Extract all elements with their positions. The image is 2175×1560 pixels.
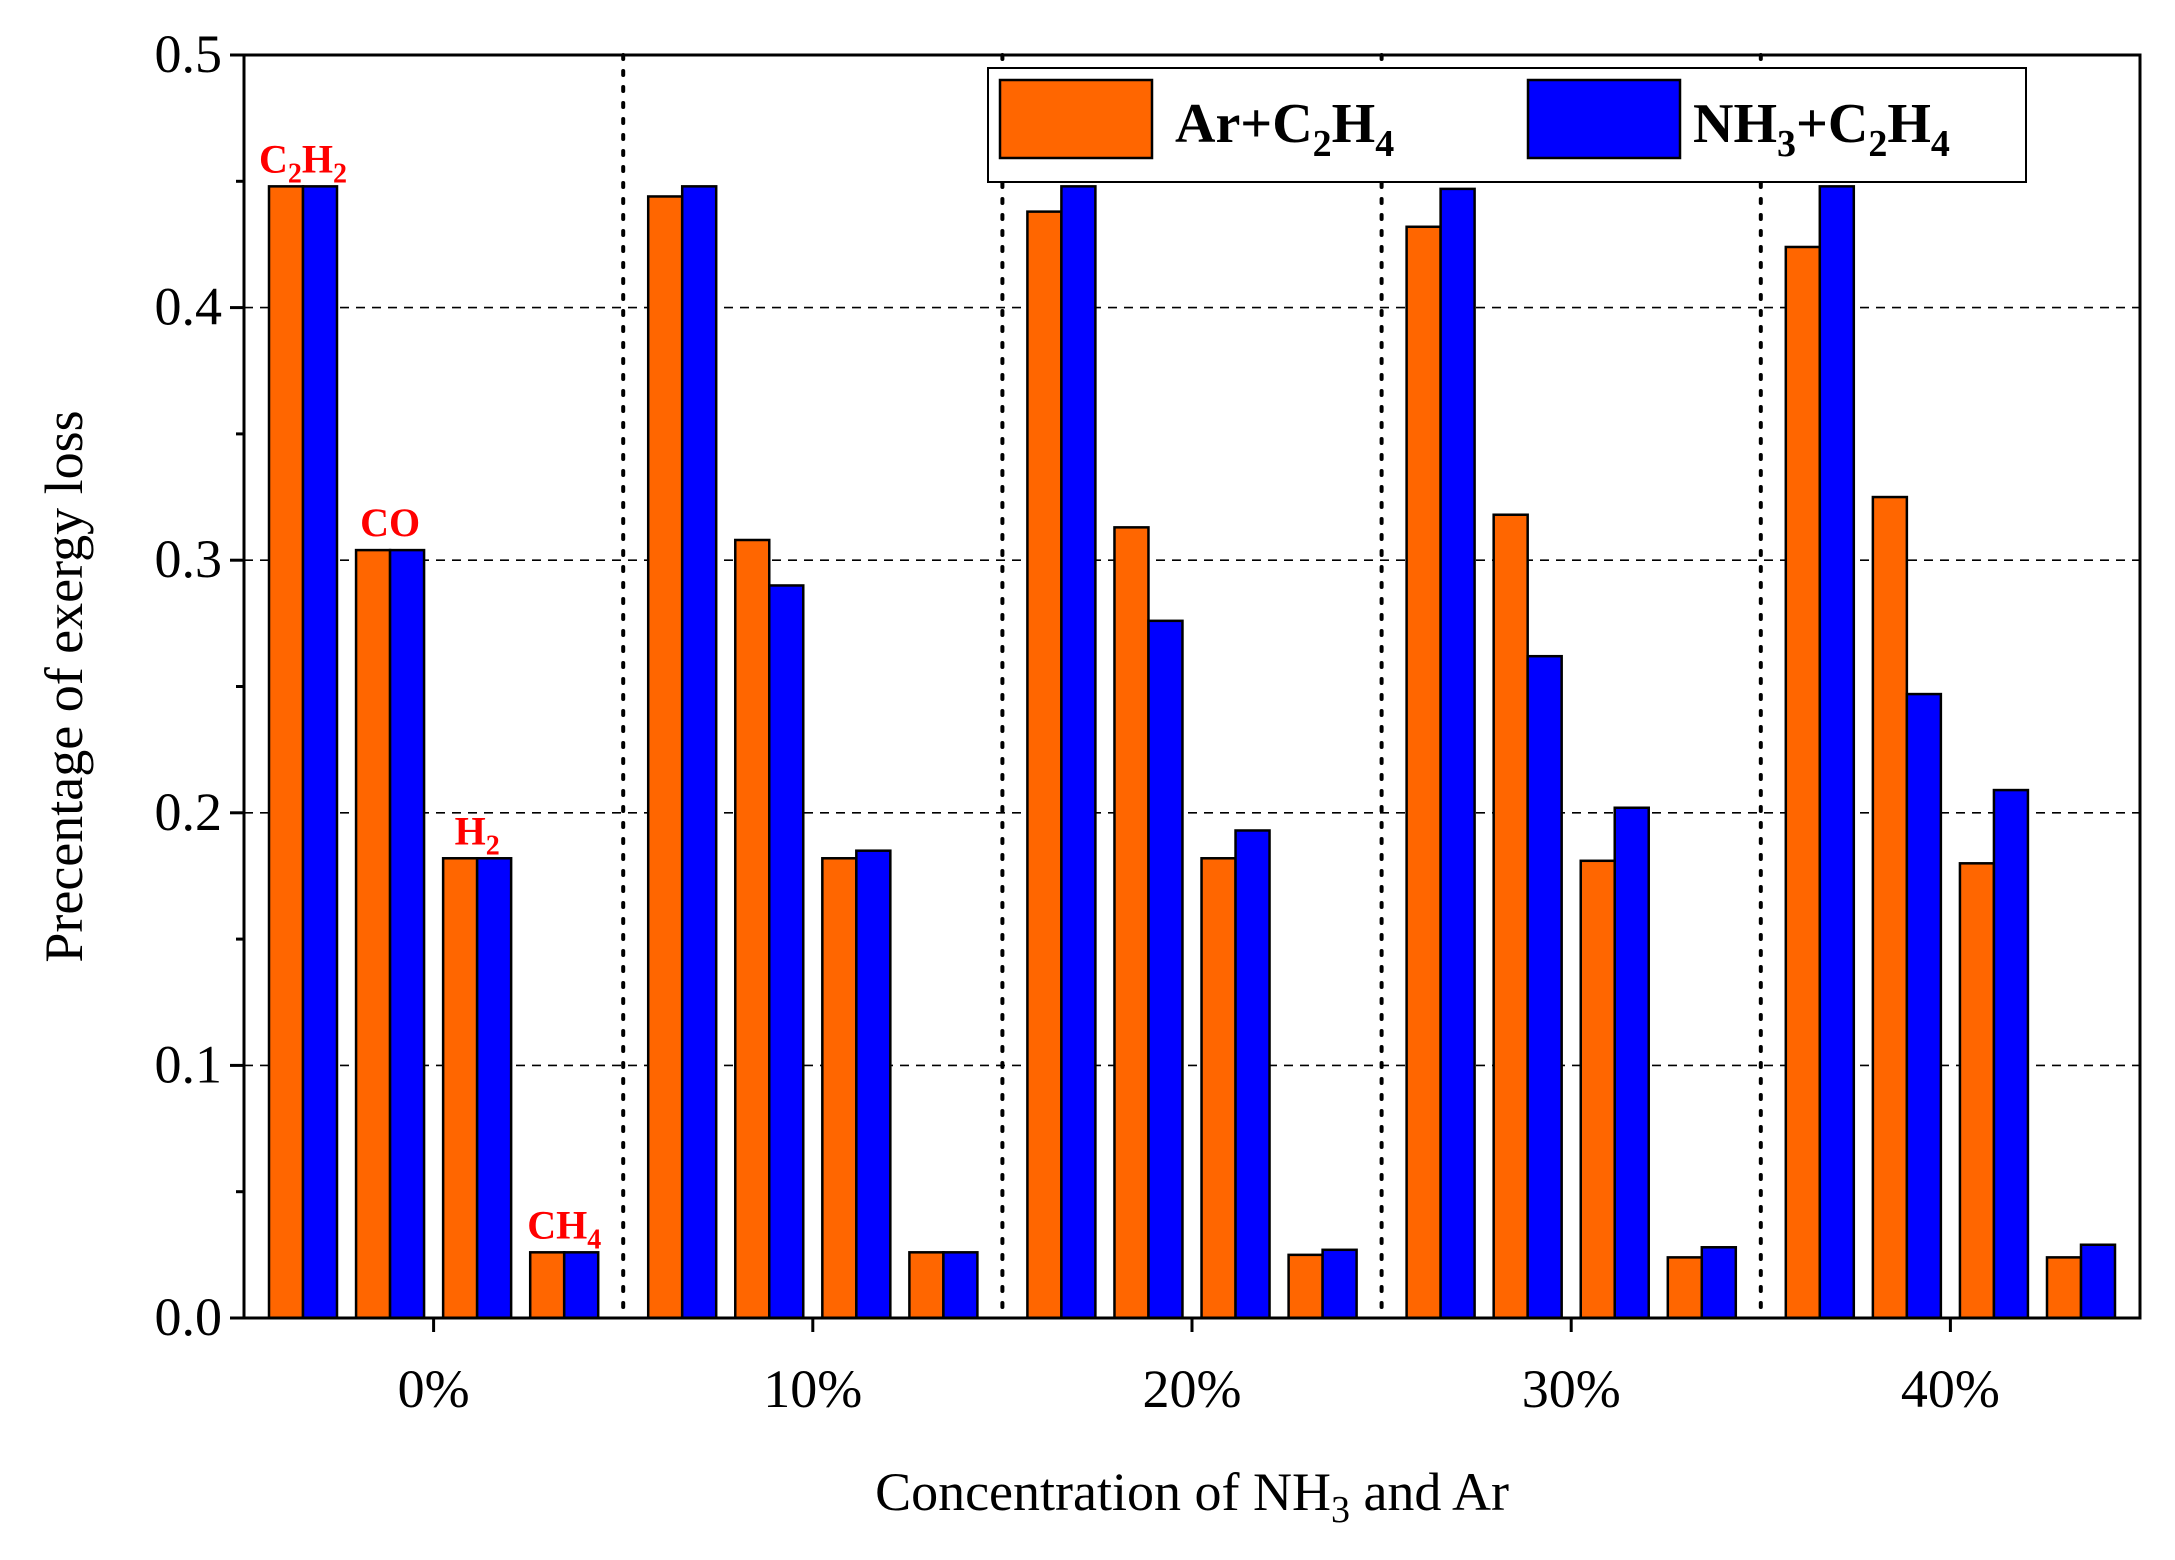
bar-ar-c2h4-g0-s1 [354, 548, 392, 1320]
legend: Ar+C2H4 NH3+C2H4 [987, 67, 2027, 183]
group-separators [621, 53, 1763, 1320]
bar-ar-c2h4-g2-s1 [1113, 526, 1150, 1320]
legend-box [987, 67, 2027, 183]
bar-ar-c2h4-g0-s0 [267, 185, 305, 1320]
axes: 0.0 0.1 0.2 0.3 0.4 0.5 0% 10% 20% 30% 40% [155, 24, 2000, 1419]
y-tick-label: 0.1 [155, 1034, 223, 1094]
bar-ar-c2h4-g1-s2 [821, 857, 858, 1320]
bar-nh3-c2h4-g4-s1 [1905, 692, 1943, 1320]
bar-ar-c2h4-g1-s1 [734, 538, 771, 1320]
y-tick-label: 0.3 [155, 529, 223, 589]
bar-ar-c2h4-g3-s2 [1579, 859, 1616, 1320]
legend-label-1: NH3+C2H4 [1693, 93, 1950, 165]
bar-nh3-c2h4-g4-s3 [2079, 1243, 2117, 1320]
legend-swatch-1 [1526, 78, 1682, 160]
x-tick-label: 30% [1522, 1359, 1621, 1419]
grid-lines [244, 306, 2140, 1067]
x-tick-label: 20% [1143, 1359, 1242, 1419]
species-label-2: H2 [455, 808, 500, 861]
bar-nh3-c2h4-g2-s3 [1321, 1248, 1358, 1320]
bar-nh3-c2h4-g2-s0 [1060, 185, 1097, 1320]
bar-nh3-c2h4-g0-s0 [301, 185, 339, 1320]
bar-nh3-c2h4-g4-s2 [1992, 788, 2030, 1320]
bar-ar-c2h4-g2-s3 [1287, 1253, 1324, 1320]
species-label-3: CH4 [527, 1202, 601, 1255]
x-tick-label: 0% [398, 1359, 470, 1419]
bar-nh3-c2h4-g1-s2 [855, 849, 892, 1320]
bar-ar-c2h4-g4-s1 [1871, 495, 1909, 1320]
bar-nh3-c2h4-g3-s2 [1613, 806, 1650, 1320]
bar-nh3-c2h4-g2-s1 [1147, 619, 1184, 1320]
y-tick-label: 0.4 [155, 277, 223, 337]
bar-ar-c2h4-g4-s3 [2045, 1256, 2083, 1320]
x-tick-label: 10% [763, 1359, 862, 1419]
x-tick-label: 40% [1901, 1359, 2000, 1419]
bar-nh3-c2h4-g0-s2 [475, 857, 513, 1320]
bar-nh3-c2h4-g3-s3 [1700, 1246, 1738, 1320]
bar-ar-c2h4-g2-s0 [1026, 210, 1063, 1320]
bar-nh3-c2h4-g0-s1 [388, 548, 426, 1320]
bar-ar-c2h4-g0-s3 [528, 1251, 566, 1320]
bar-nh3-c2h4-g1-s0 [680, 185, 718, 1320]
bar-ar-c2h4-g3-s1 [1492, 513, 1529, 1320]
bar-nh3-c2h4-g4-s0 [1818, 185, 1856, 1320]
species-labels: C2H2 CO H2 CH4 [259, 136, 601, 1255]
y-tick-label: 0.0 [155, 1287, 223, 1347]
legend-swatch-0 [998, 78, 1154, 160]
species-label-0: C2H2 [259, 136, 347, 189]
x-axis-title: Concentration of NH3 and Ar [875, 1462, 1509, 1531]
bar-ar-c2h4-g4-s0 [1784, 245, 1822, 1320]
bar-nh3-c2h4-g3-s1 [1526, 654, 1563, 1320]
bar-ar-c2h4-g3-s3 [1666, 1256, 1704, 1320]
species-label-1: CO [360, 500, 420, 545]
bar-ar-c2h4-g2-s2 [1200, 857, 1237, 1320]
bar-nh3-c2h4-g1-s3 [942, 1251, 979, 1320]
legend-label-0: Ar+C2H4 [1175, 93, 1394, 165]
bar-ar-c2h4-g1-s3 [908, 1251, 945, 1320]
y-axis-title: Precentage of exergy loss [34, 410, 94, 962]
bar-ar-c2h4-g3-s0 [1405, 225, 1442, 1320]
y-tick-label: 0.2 [155, 782, 223, 842]
bar-nh3-c2h4-g1-s1 [768, 584, 805, 1320]
bar-nh3-c2h4-g3-s0 [1439, 187, 1476, 1320]
bar-nh3-c2h4-g0-s3 [562, 1251, 600, 1320]
bar-ar-c2h4-g1-s0 [646, 195, 684, 1320]
bar-ar-c2h4-g0-s2 [441, 857, 479, 1320]
bar-ar-c2h4-g4-s2 [1958, 862, 1996, 1320]
bar-nh3-c2h4-g2-s2 [1234, 829, 1271, 1320]
y-tick-label: 0.5 [155, 24, 223, 84]
